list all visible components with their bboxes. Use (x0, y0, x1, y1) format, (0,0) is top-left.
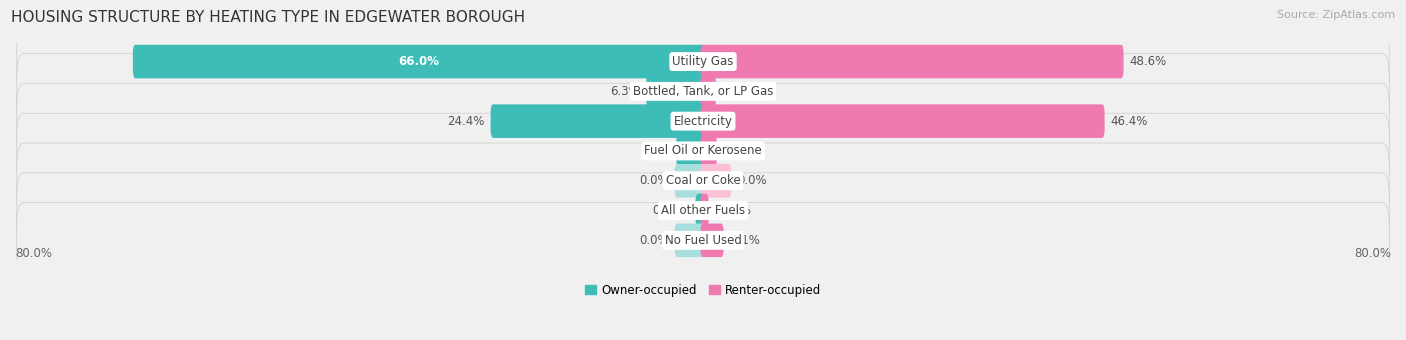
FancyBboxPatch shape (17, 54, 1389, 129)
FancyBboxPatch shape (700, 104, 1105, 138)
Text: 24.4%: 24.4% (447, 115, 485, 128)
Text: Bottled, Tank, or LP Gas: Bottled, Tank, or LP Gas (633, 85, 773, 98)
Text: No Fuel Used: No Fuel Used (665, 234, 741, 247)
Text: Electricity: Electricity (673, 115, 733, 128)
FancyBboxPatch shape (675, 164, 706, 198)
Text: HOUSING STRUCTURE BY HEATING TYPE IN EDGEWATER BOROUGH: HOUSING STRUCTURE BY HEATING TYPE IN EDG… (11, 10, 526, 25)
Text: 0.57%: 0.57% (652, 204, 689, 217)
FancyBboxPatch shape (17, 113, 1389, 189)
Text: 66.0%: 66.0% (399, 55, 440, 68)
Text: 48.6%: 48.6% (1129, 55, 1167, 68)
Text: 0.35%: 0.35% (714, 204, 752, 217)
Text: 0.0%: 0.0% (638, 234, 669, 247)
FancyBboxPatch shape (700, 134, 717, 168)
FancyBboxPatch shape (675, 224, 706, 257)
Text: 0.0%: 0.0% (638, 174, 669, 187)
Text: Coal or Coke: Coal or Coke (665, 174, 741, 187)
FancyBboxPatch shape (700, 194, 709, 227)
FancyBboxPatch shape (17, 203, 1389, 278)
FancyBboxPatch shape (647, 74, 706, 108)
FancyBboxPatch shape (700, 164, 731, 198)
FancyBboxPatch shape (676, 134, 706, 168)
Text: 2.1%: 2.1% (730, 234, 759, 247)
FancyBboxPatch shape (17, 83, 1389, 159)
Legend: Owner-occupied, Renter-occupied: Owner-occupied, Renter-occupied (579, 279, 827, 302)
Text: Utility Gas: Utility Gas (672, 55, 734, 68)
Text: 1.2%: 1.2% (721, 85, 752, 98)
Text: 46.4%: 46.4% (1111, 115, 1149, 128)
FancyBboxPatch shape (700, 45, 1123, 78)
FancyBboxPatch shape (700, 74, 716, 108)
Text: 80.0%: 80.0% (1354, 247, 1391, 260)
Text: 2.8%: 2.8% (641, 144, 671, 157)
Text: Source: ZipAtlas.com: Source: ZipAtlas.com (1277, 10, 1395, 20)
FancyBboxPatch shape (491, 104, 706, 138)
FancyBboxPatch shape (17, 143, 1389, 218)
FancyBboxPatch shape (17, 173, 1389, 248)
Text: 80.0%: 80.0% (15, 247, 52, 260)
FancyBboxPatch shape (700, 224, 724, 257)
Text: 6.3%: 6.3% (610, 85, 640, 98)
FancyBboxPatch shape (696, 194, 706, 227)
Text: All other Fuels: All other Fuels (661, 204, 745, 217)
Text: 0.0%: 0.0% (737, 174, 768, 187)
FancyBboxPatch shape (17, 24, 1389, 99)
Text: Fuel Oil or Kerosene: Fuel Oil or Kerosene (644, 144, 762, 157)
FancyBboxPatch shape (132, 45, 706, 78)
Text: 1.3%: 1.3% (723, 144, 752, 157)
